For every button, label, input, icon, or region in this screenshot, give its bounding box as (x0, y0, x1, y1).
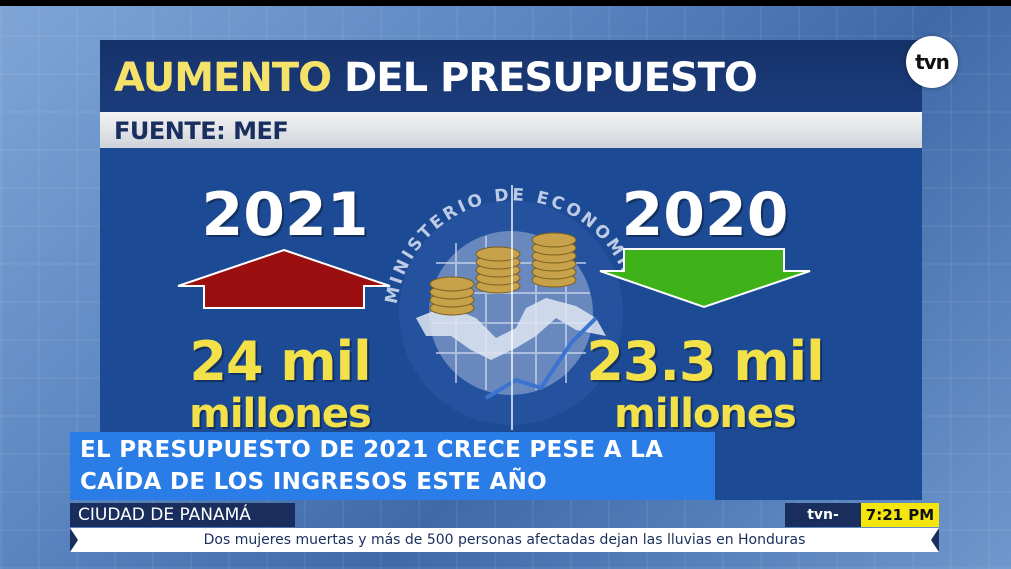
center-divider (511, 185, 513, 430)
location-label: CIUDAD DE PANAMÁ (70, 503, 295, 527)
title-rest: DEL PRESUPUESTO (344, 55, 758, 101)
mef-emblem: MINISTERIO DE ECONOMIA Y FINANZAS (366, 168, 641, 425)
title-band (100, 40, 922, 112)
ticker-right-cap (931, 528, 939, 552)
coin-stacks-icon (429, 232, 577, 316)
year-2020: 2020 (621, 180, 789, 250)
up-arrow-icon (177, 248, 391, 309)
headline-box: EL PRESUPUESTO DE 2021 CRECE PESE A LA C… (70, 432, 715, 500)
headline-line-1: EL PRESUPUESTO DE 2021 CRECE PESE A LA (80, 437, 664, 463)
amount-2020: 23.3 mil (586, 330, 824, 393)
channel-logo: tvn (906, 36, 958, 88)
unit-2020: millones (614, 391, 797, 437)
graphic-title: AUMENTO DEL PRESUPUESTO (114, 50, 758, 106)
top-letterbox (0, 0, 1011, 6)
news-ticker: Dos mujeres muertas y más de 500 persona… (70, 528, 939, 552)
source-band (100, 112, 922, 148)
year-2021: 2021 (201, 180, 369, 250)
amount-2021: 24 mil (189, 330, 371, 393)
title-accent: AUMENTO (114, 55, 332, 101)
clock-label: 7:21 PM (861, 503, 939, 527)
ticker-left-cap (70, 528, 78, 552)
headline-line-2: CAÍDA DE LOS INGRESOS ESTE AÑO (80, 469, 547, 495)
down-arrow-icon (599, 248, 811, 309)
website-label: tvn-2.com (785, 503, 861, 547)
source-label: FUENTE: MEF (114, 117, 289, 145)
unit-2021: millones (189, 391, 372, 437)
